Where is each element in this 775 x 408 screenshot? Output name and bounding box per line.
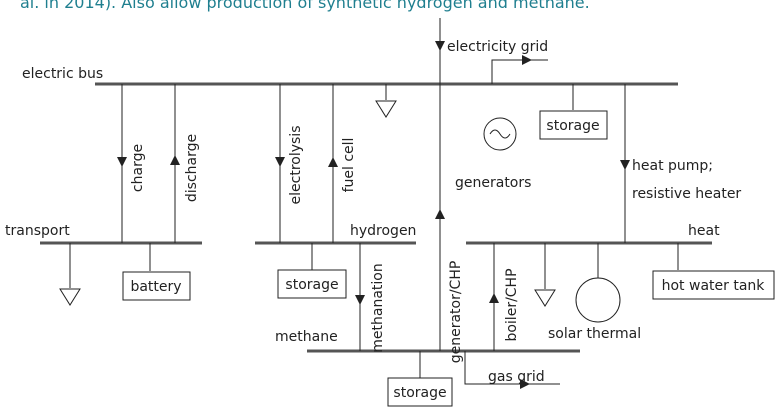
label: battery	[130, 279, 181, 295]
label: electricity grid	[447, 39, 548, 55]
storage-box	[539, 110, 608, 140]
label: generator/CHP	[448, 261, 464, 364]
label: generators	[455, 175, 531, 191]
label: electrolysis	[288, 126, 304, 205]
label: boiler/CHP	[504, 268, 520, 341]
arrowhead	[620, 160, 630, 170]
label: storage	[393, 385, 446, 401]
storage-box	[277, 269, 347, 299]
battery-box	[122, 271, 191, 301]
storage-box	[387, 377, 453, 407]
generator-wave	[489, 129, 511, 139]
hot-water-tank-box	[652, 270, 775, 300]
ground-symbols	[59, 100, 556, 307]
label: methane	[275, 329, 338, 345]
arrows	[117, 41, 630, 389]
label: fuel cell	[341, 138, 357, 193]
label: storage	[285, 277, 338, 293]
arrowhead	[522, 55, 532, 65]
label: hydrogen	[350, 223, 416, 239]
label: resistive heater	[632, 186, 741, 202]
label: solar thermal	[548, 326, 641, 342]
arrowhead	[117, 157, 127, 167]
arrowhead	[275, 157, 285, 167]
label: hot water tank	[662, 278, 766, 294]
label: discharge	[184, 134, 200, 202]
arrowhead	[435, 41, 445, 51]
label: heat pump;	[632, 158, 713, 174]
label: heat	[688, 223, 720, 239]
label: storage	[546, 118, 599, 134]
arrowhead	[170, 155, 180, 165]
arrowhead	[489, 293, 499, 303]
label: transport	[5, 223, 70, 239]
arrowhead	[520, 379, 530, 389]
arrowhead	[355, 295, 365, 305]
arrowhead	[435, 209, 445, 219]
solar-thermal-symbol	[575, 277, 621, 323]
label: gas grid	[488, 369, 545, 385]
label: methanation	[370, 263, 386, 352]
label: charge	[130, 144, 146, 192]
arrowhead	[328, 157, 338, 167]
label: electric bus	[22, 66, 103, 82]
caption: al. in 2014). Also allow production of s…	[20, 0, 590, 12]
generator-symbol	[483, 117, 517, 151]
